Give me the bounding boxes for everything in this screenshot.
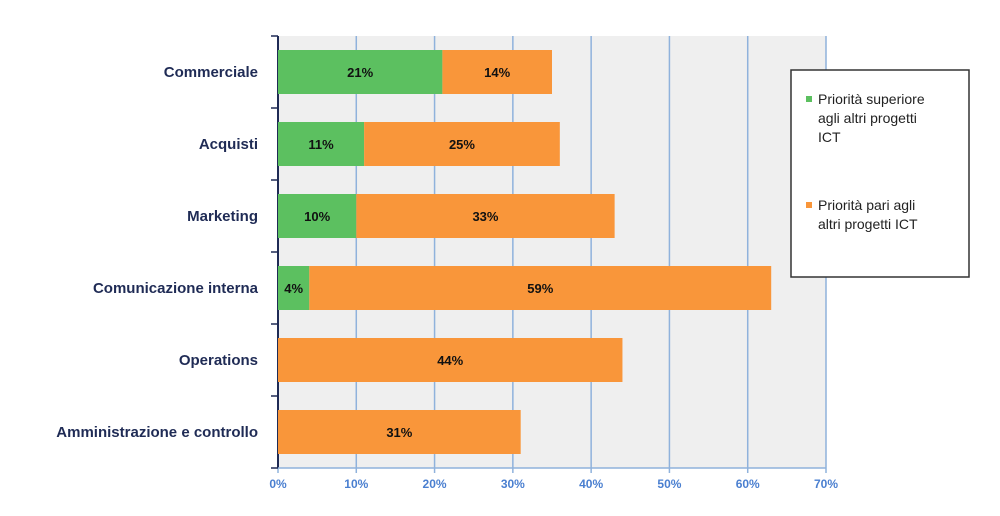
data-label: 25%: [449, 137, 475, 152]
legend-label: agli altri progetti: [818, 110, 917, 126]
data-label: 14%: [484, 65, 510, 80]
bar-segment-pari: [356, 194, 615, 238]
legend-label: Priorità superiore: [818, 91, 925, 107]
category-label: Amministrazione e controllo: [56, 424, 258, 441]
x-tick-label: 0%: [269, 477, 287, 491]
x-tick-label: 20%: [423, 477, 447, 491]
x-tick-label: 40%: [579, 477, 603, 491]
x-tick-label: 50%: [657, 477, 681, 491]
x-tick-label: 10%: [344, 477, 368, 491]
data-label: 59%: [527, 281, 553, 296]
category-label: Comunicazione interna: [93, 280, 259, 297]
data-label: 44%: [437, 353, 463, 368]
category-label: Acquisti: [199, 136, 258, 153]
category-label: Commerciale: [164, 64, 258, 81]
data-label: 33%: [472, 209, 498, 224]
x-tick-label: 70%: [814, 477, 838, 491]
legend-label: ICT: [818, 129, 841, 145]
x-tick-label: 30%: [501, 477, 525, 491]
legend-swatch-superiore: [806, 96, 812, 102]
category-label: Operations: [179, 352, 258, 369]
bar-segment-pari: [278, 410, 521, 454]
data-label: 10%: [304, 209, 330, 224]
bar-segment-superiore: [278, 194, 357, 238]
bar-segment-pari: [364, 122, 560, 166]
bar-segment-pari: [309, 266, 772, 310]
legend-label: altri progetti ICT: [818, 216, 918, 232]
legend-label: Priorità pari agli: [818, 197, 915, 213]
bar-segment-superiore: [278, 50, 443, 94]
legend-swatch-pari: [806, 202, 812, 208]
category-label: Marketing: [187, 208, 258, 225]
plot-area: [278, 36, 826, 468]
data-label: 31%: [386, 425, 412, 440]
data-label: 4%: [284, 281, 303, 296]
bar-segment-superiore: [278, 266, 310, 310]
legend-box: [790, 69, 970, 278]
x-tick-label: 60%: [736, 477, 760, 491]
bar-segment-pari: [442, 50, 552, 94]
data-label: 21%: [347, 65, 373, 80]
data-label: 11%: [308, 137, 334, 152]
bar-segment-superiore: [278, 122, 365, 166]
bar-segment-pari: [278, 338, 623, 382]
